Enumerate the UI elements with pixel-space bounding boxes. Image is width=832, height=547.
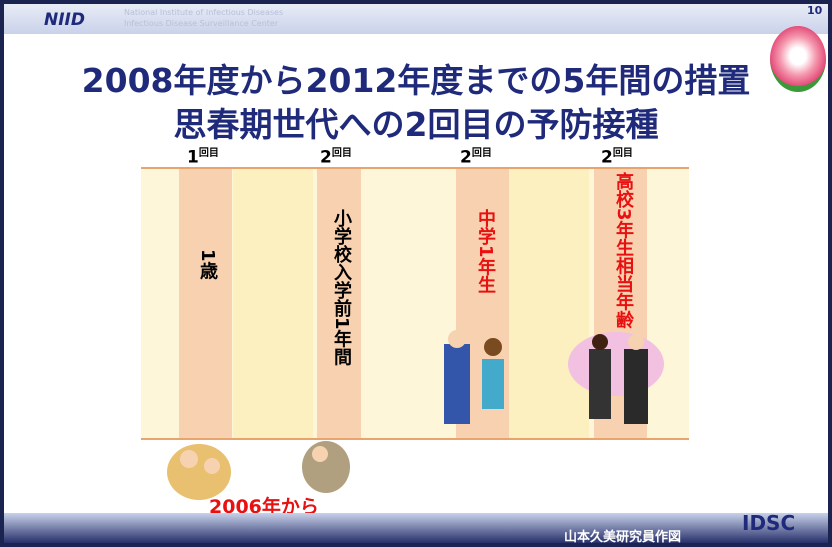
illustrations — [167, 330, 664, 500]
band — [509, 169, 589, 438]
band — [233, 169, 313, 438]
footer-bar — [4, 513, 828, 543]
age-label: 小学校入学前1年間 — [331, 209, 352, 366]
dose-number: 2 — [320, 147, 332, 168]
mascot — [770, 26, 826, 92]
dose-suffix: 回目 — [198, 148, 219, 159]
dose-number: 2 — [460, 147, 472, 168]
dose-label: 2回目 — [460, 144, 492, 168]
age-label: 高校3年生相当年齢 — [613, 172, 634, 329]
age-label: 1歳 — [197, 249, 218, 280]
dose-label: 1回目 — [187, 144, 219, 168]
header-bar — [4, 4, 828, 34]
dose-label: 2回目 — [320, 144, 352, 168]
institute-name: National Institute of Infectious Disease… — [124, 8, 284, 17]
age-label: 中学1年生 — [475, 209, 496, 294]
family-illustration — [167, 441, 350, 500]
title-line: 2008年度から2012年度までの5年間の措置 — [81, 61, 751, 100]
vaccination-column — [179, 169, 232, 438]
credit: 山本久美研究員作図 — [564, 530, 682, 545]
page-number: 10 — [807, 4, 823, 17]
dose-suffix: 回目 — [331, 148, 352, 159]
vaccination-column — [317, 169, 361, 438]
center-name: Infectious Disease Surveillance Center — [124, 19, 279, 28]
dose-number: 1 — [187, 147, 199, 168]
idsc-logo: IDSC — [742, 511, 796, 535]
dose-suffix: 回目 — [612, 148, 633, 159]
niid-logo: NIID — [44, 10, 85, 30]
dose-suffix: 回目 — [471, 148, 492, 159]
title-line: 思春期世代への2回目の予防接種 — [173, 105, 659, 144]
since-note: 2006年から — [209, 496, 319, 518]
dose-label: 2回目 — [601, 144, 633, 168]
students-illustration — [444, 330, 664, 424]
dose-number: 2 — [601, 147, 613, 168]
